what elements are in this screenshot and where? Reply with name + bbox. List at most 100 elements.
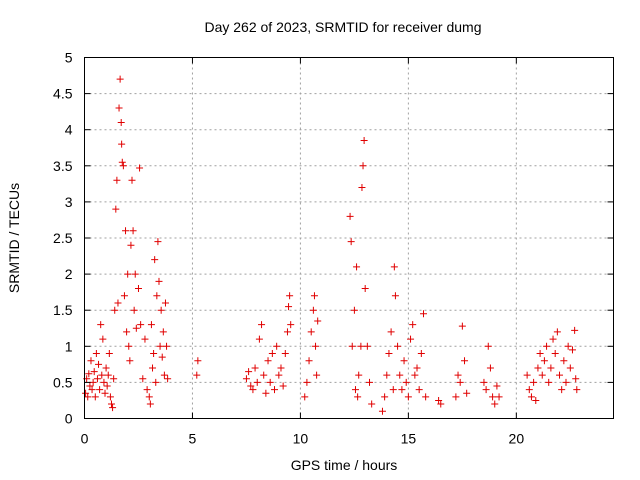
data-point (150, 350, 158, 358)
data-point (88, 386, 96, 394)
data-point (363, 342, 371, 350)
data-point (286, 292, 294, 300)
data-point (154, 238, 162, 246)
y-tick-labels: 0 0.5 1 1.5 2 2.5 3 3.5 4 4.5 5 (53, 50, 73, 427)
data-point (193, 371, 201, 379)
data-point (164, 375, 172, 383)
data-point (530, 378, 538, 386)
data-point (84, 393, 92, 401)
data-point (163, 342, 171, 350)
data-point (402, 378, 410, 386)
data-point (253, 378, 261, 386)
data-point (118, 158, 126, 166)
data-point (132, 324, 140, 332)
data-point (260, 371, 268, 379)
data-point (109, 404, 117, 412)
data-point (91, 393, 99, 401)
data-point (359, 162, 367, 170)
data-point (351, 386, 359, 394)
data-point (147, 321, 155, 329)
data-point (156, 342, 164, 350)
data-point (86, 382, 94, 390)
data-point (480, 378, 488, 386)
data-point (350, 306, 358, 314)
data-point (353, 263, 361, 271)
data-point (242, 375, 250, 383)
data-point (383, 371, 391, 379)
data-point (119, 162, 127, 170)
grid-lines (84, 57, 614, 419)
data-point (103, 382, 111, 390)
data-point (131, 270, 139, 278)
data-point (303, 378, 311, 386)
data-point (435, 396, 443, 404)
y-tick-label: 3 (65, 194, 73, 210)
data-point (527, 393, 535, 401)
x-tick-label: 5 (189, 431, 197, 447)
data-point (271, 386, 279, 394)
data-point (558, 386, 566, 394)
data-point (568, 346, 576, 354)
data-point (90, 368, 98, 376)
data-point (556, 371, 564, 379)
data-point (391, 292, 399, 300)
data-point (346, 212, 354, 220)
data-point (155, 277, 163, 285)
data-point (484, 342, 492, 350)
data-point (458, 322, 466, 330)
x-tick-label: 20 (509, 431, 525, 447)
data-point (160, 371, 168, 379)
data-point (285, 303, 293, 311)
data-point (394, 342, 402, 350)
data-point (551, 350, 559, 358)
data-point (354, 393, 362, 401)
data-point (313, 371, 321, 379)
y-tick-label: 2.5 (53, 230, 73, 246)
data-point (117, 118, 125, 126)
data-point (255, 335, 263, 343)
data-point (123, 328, 131, 336)
chart-title: Day 262 of 2023, SRMTID for receiver dum… (204, 19, 481, 35)
data-point (301, 393, 309, 401)
data-point (130, 306, 138, 314)
data-point (149, 364, 157, 372)
y-tick-label: 4 (65, 122, 73, 138)
data-point (385, 350, 393, 358)
y-tick-label: 0.5 (53, 374, 73, 390)
y-tick-label: 1.5 (53, 302, 73, 318)
data-point (543, 342, 551, 350)
data-point (96, 386, 104, 394)
data-point (95, 360, 103, 368)
data-point (264, 357, 272, 365)
data-point (310, 292, 318, 300)
data-point (360, 137, 368, 145)
data-point (560, 357, 568, 365)
data-point (258, 321, 266, 329)
axis-ticks (84, 57, 614, 419)
data-point (279, 382, 287, 390)
data-point (157, 306, 165, 314)
data-points (82, 75, 581, 415)
data-point (523, 371, 531, 379)
data-point (348, 342, 356, 350)
data-point (378, 407, 386, 415)
data-point (525, 386, 533, 394)
data-point (247, 382, 255, 390)
x-tick-labels: 0 5 10 15 20 (81, 431, 525, 447)
data-point (281, 350, 289, 358)
data-point (389, 386, 397, 394)
data-point (387, 328, 395, 336)
data-point (437, 400, 445, 408)
data-point (93, 375, 101, 383)
data-point (194, 357, 202, 365)
data-point (564, 342, 572, 350)
data-point (161, 299, 169, 307)
data-point (273, 342, 281, 350)
data-point (390, 263, 398, 271)
data-point (118, 140, 126, 148)
data-point (277, 364, 285, 372)
data-point (143, 386, 151, 394)
data-point (396, 371, 404, 379)
data-point (99, 335, 107, 343)
